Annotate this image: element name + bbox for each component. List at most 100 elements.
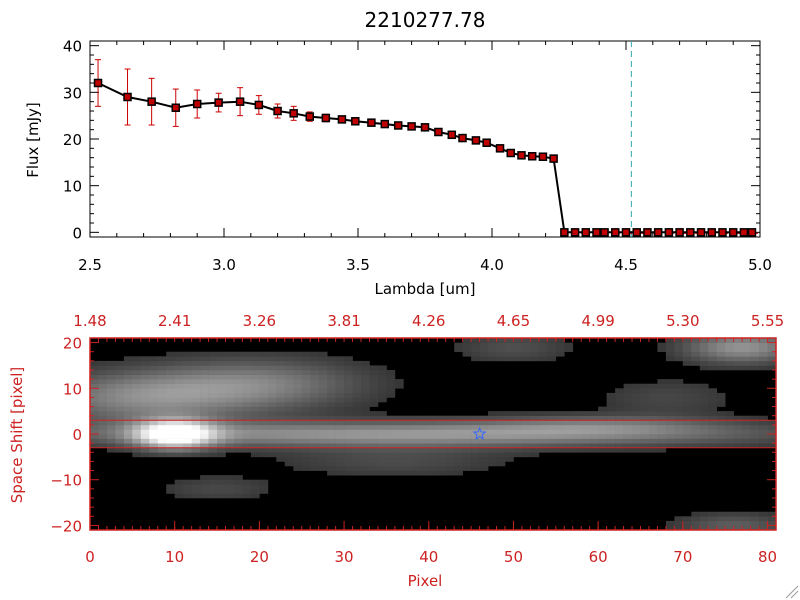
x-tick-label: 5.0 [748, 256, 772, 274]
y-tick-label: 20 [63, 335, 82, 353]
heatmap-cell [606, 443, 616, 448]
heatmap-cell [301, 438, 311, 444]
heatmap-cell [547, 415, 557, 421]
data-point [560, 228, 569, 237]
heatmap-cell [191, 370, 201, 375]
heatmap-cell [318, 351, 328, 357]
heatmap-cell [454, 470, 463, 476]
heatmap-cell [708, 443, 717, 448]
heatmap-cell [733, 365, 743, 371]
heatmap-cell [335, 356, 345, 362]
heatmap-cell [505, 424, 514, 430]
heatmap-cell [411, 456, 421, 462]
heatmap-cell [217, 406, 226, 412]
heatmap-cell [157, 402, 167, 407]
heatmap-cell [598, 424, 607, 430]
heatmap-cell [725, 520, 734, 526]
resize-grip-icon[interactable] [785, 585, 799, 599]
heatmap-cell [90, 438, 99, 444]
heatmap-cell [521, 411, 531, 416]
heatmap-cell [174, 429, 184, 435]
heatmap-cell [301, 379, 311, 384]
heatmap-cell [166, 383, 175, 389]
heatmap-cell [615, 429, 624, 435]
heatmap-cell [403, 470, 413, 476]
heatmap-cell [234, 379, 243, 384]
heatmap-cell [759, 443, 768, 448]
heatmap-cell [318, 447, 328, 453]
heatmap-cell [471, 438, 480, 444]
data-point [739, 228, 749, 237]
heatmap-cell [132, 374, 142, 380]
heatmap-cell [293, 466, 303, 471]
heatmap-cell [538, 424, 548, 430]
heatmap-cell [217, 356, 226, 362]
heatmap-cell [682, 516, 692, 522]
heatmap-cell [632, 443, 641, 448]
heatmap-cell [386, 370, 396, 375]
heatmap-cell [301, 402, 311, 407]
heatmap-cell [276, 370, 286, 375]
heatmap-cell [149, 415, 159, 421]
top-tick-label: 4.65 [497, 312, 530, 330]
heatmap-cell [725, 415, 734, 421]
data-point [214, 98, 223, 107]
heatmap-cell [437, 452, 446, 458]
heatmap-cell [293, 424, 303, 430]
heatmap-cell [242, 434, 252, 439]
heatmap-cell [640, 424, 650, 430]
heatmap-cell [759, 420, 768, 426]
heatmap-cell [98, 370, 108, 375]
heatmap-cell [496, 438, 506, 444]
heatmap-cell [530, 424, 540, 430]
heatmap-cell [293, 397, 303, 403]
heatmap-cell [140, 360, 150, 366]
heatmap-cell [115, 411, 125, 416]
heatmap-cell [250, 397, 260, 403]
heatmap-cell [733, 351, 743, 357]
heatmap-cell [665, 429, 675, 435]
heatmap-cell [183, 434, 192, 439]
heatmap-cell [530, 438, 540, 444]
heatmap-cell [115, 406, 125, 412]
heatmap-cell [191, 365, 201, 371]
heatmap-cell [759, 415, 768, 421]
heatmap-cell [234, 484, 243, 490]
heatmap-cell [318, 438, 328, 444]
heatmap-cell [225, 434, 235, 439]
heatmap-cell [234, 365, 243, 371]
data-point [235, 97, 245, 106]
heatmap-cell [327, 415, 336, 421]
heatmap-cell [157, 452, 167, 458]
heatmap-cell [691, 516, 701, 522]
heatmap-cell [327, 370, 336, 375]
heatmap-cell [479, 447, 489, 453]
heatmap-cell [521, 351, 531, 357]
heatmap-cell [242, 406, 252, 412]
heatmap-cell [174, 438, 184, 444]
data-point [621, 228, 631, 237]
heatmap-cell [462, 429, 472, 435]
heatmap-cell [106, 383, 116, 389]
heatmap-cell [623, 383, 633, 389]
heatmap-cell [98, 420, 108, 426]
heatmap-cell [708, 338, 717, 343]
heatmap-cell [293, 447, 303, 453]
heatmap-cell [759, 356, 768, 362]
heatmap-cell [106, 434, 116, 439]
heatmap-cell [191, 447, 201, 453]
heatmap-cell [386, 456, 396, 462]
heatmap-cell [327, 406, 336, 412]
heatmap-cell [589, 420, 599, 426]
heatmap-cell [225, 351, 235, 357]
heatmap-cell [98, 438, 108, 444]
heatmap-cell [174, 351, 184, 357]
heatmap-cell [632, 402, 641, 407]
heatmap-cell [420, 438, 430, 444]
heatmap-cell [513, 452, 523, 458]
heatmap-cell [132, 443, 142, 448]
heatmap-cell [217, 424, 226, 430]
heatmap-cell [327, 443, 336, 448]
heatmap-cell [394, 415, 404, 421]
heatmap-cell [183, 388, 192, 394]
